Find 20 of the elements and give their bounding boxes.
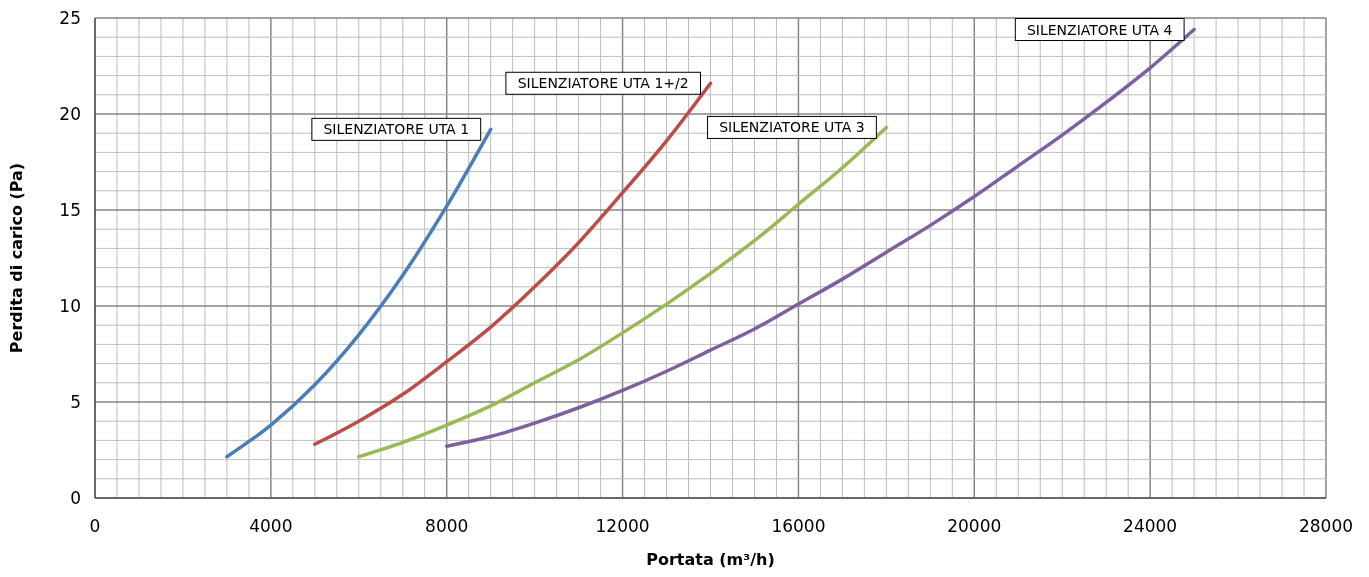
x-tick-label: 16000 bbox=[771, 516, 826, 536]
x-tick-label: 0 bbox=[89, 516, 101, 536]
y-tick-label: 10 bbox=[59, 296, 81, 316]
y-tick-label: 5 bbox=[70, 392, 81, 412]
x-tick-label: 20000 bbox=[947, 516, 1002, 536]
y-tick-label: 25 bbox=[59, 8, 81, 28]
x-tick-label: 8000 bbox=[425, 516, 469, 536]
x-tick-label: 28000 bbox=[1298, 516, 1354, 536]
y-tick-label: 20 bbox=[59, 104, 81, 124]
x-tick-label: 24000 bbox=[1123, 516, 1178, 536]
y-axis-title: Perdita di carico (Pa) bbox=[7, 162, 26, 354]
series-label: SILENZIATORE UTA 4 bbox=[1026, 21, 1173, 38]
series-label: SILENZIATORE UTA 3 bbox=[719, 119, 865, 136]
x-tick-label: 12000 bbox=[595, 516, 650, 536]
x-tick-label: 4000 bbox=[249, 516, 293, 536]
y-tick-label: 0 bbox=[70, 488, 81, 508]
y-tick-label: 15 bbox=[59, 200, 81, 220]
series-label: SILENZIATORE UTA 1+/2 bbox=[517, 75, 689, 92]
series-label: SILENZIATORE UTA 1 bbox=[323, 121, 470, 138]
x-axis-title: Portata (m³/h) bbox=[646, 550, 775, 569]
